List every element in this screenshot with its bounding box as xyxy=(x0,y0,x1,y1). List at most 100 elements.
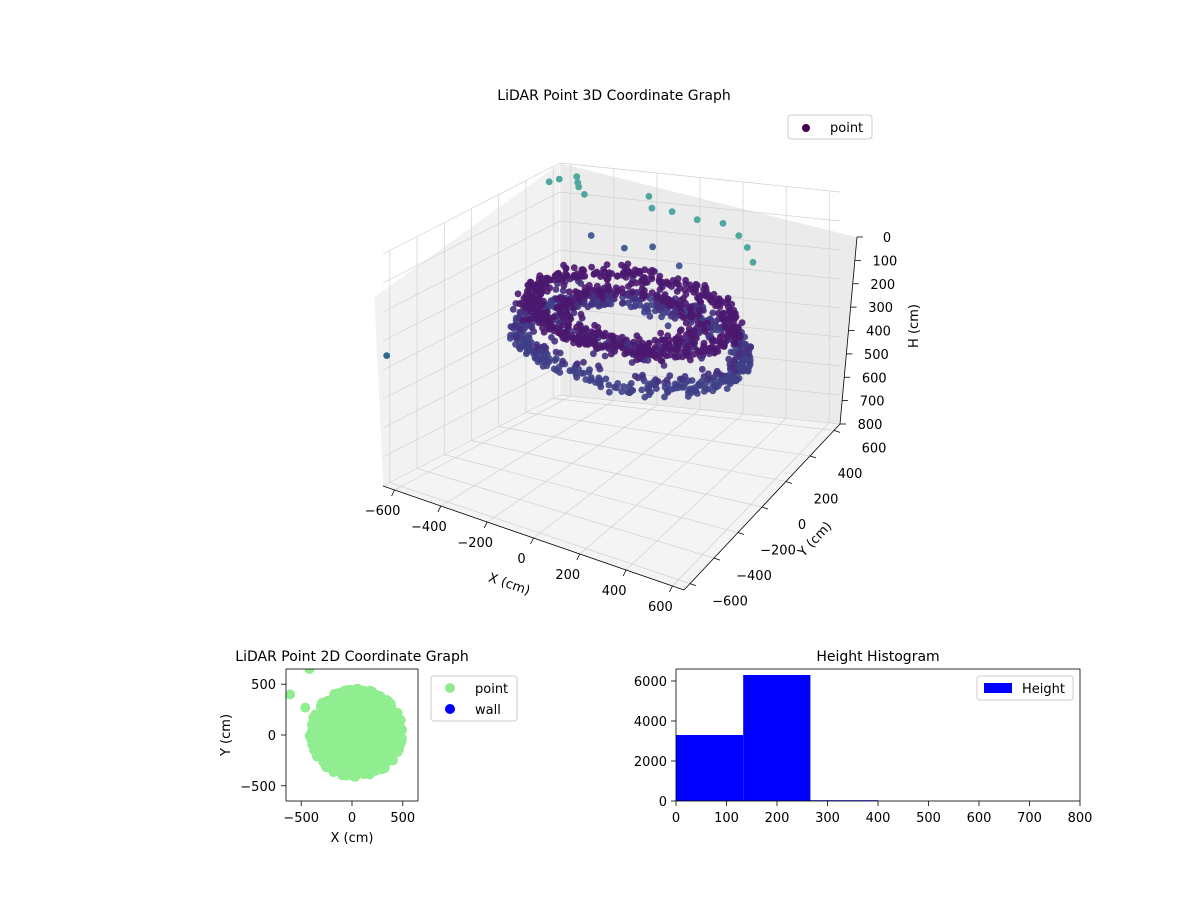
point-3d-outlier xyxy=(574,179,581,186)
point-2d xyxy=(378,738,388,748)
point-3d xyxy=(630,339,637,346)
point-3d xyxy=(608,351,615,358)
y-tick xyxy=(714,558,720,560)
point-3d xyxy=(595,303,602,310)
point-3d xyxy=(707,345,714,352)
point-3d xyxy=(573,371,580,378)
point-3d xyxy=(731,374,738,381)
point-3d xyxy=(621,270,628,277)
point-2d xyxy=(378,762,388,772)
point-3d xyxy=(694,347,701,354)
point-3d xyxy=(552,273,559,280)
point-3d xyxy=(738,349,745,356)
point-3d xyxy=(665,296,672,303)
z-tick-label: 800 xyxy=(858,418,883,433)
point-3d xyxy=(662,384,669,391)
point-2d xyxy=(337,755,347,765)
point-3d xyxy=(580,359,587,366)
point-3d xyxy=(569,305,576,312)
point-3d xyxy=(656,278,663,285)
point-3d xyxy=(647,313,654,320)
point-3d xyxy=(645,385,652,392)
x-tick xyxy=(531,538,534,544)
x-tick-label: −200 xyxy=(457,536,493,551)
chart3d-legend: point xyxy=(788,115,872,139)
point-2d xyxy=(363,687,373,697)
point-3d xyxy=(566,288,573,295)
point-3d-outlier xyxy=(581,191,588,198)
legend-label-point: point xyxy=(475,682,508,697)
point-3d xyxy=(595,331,602,338)
x-tick xyxy=(577,554,580,560)
z-tick-label: 0 xyxy=(883,231,891,246)
point-3d xyxy=(683,320,690,327)
point-3d xyxy=(739,319,746,326)
point-3d xyxy=(712,318,719,325)
y-tick xyxy=(786,481,792,483)
point-3d xyxy=(649,267,656,274)
point-3d xyxy=(691,327,698,334)
point-3d xyxy=(662,342,669,349)
x-tick-label: 400 xyxy=(602,584,627,599)
point-3d xyxy=(697,299,704,306)
point-3d-outlier xyxy=(649,243,656,250)
point-3d xyxy=(711,374,718,381)
point-3d xyxy=(703,285,710,292)
point-3d xyxy=(591,322,598,329)
y-tick-label: −200 xyxy=(760,544,796,559)
hist-x-tick-label: 800 xyxy=(1068,811,1093,826)
point-3d xyxy=(712,383,719,390)
y-tick xyxy=(834,430,840,432)
point-3d xyxy=(515,290,522,297)
point-3d xyxy=(586,366,593,373)
point-3d xyxy=(655,378,662,385)
legend-label-wall: wall xyxy=(475,703,501,718)
point-3d xyxy=(551,338,558,345)
point-3d xyxy=(519,317,526,324)
point-3d-outlier xyxy=(694,216,701,223)
x-tick-label: 600 xyxy=(648,600,673,615)
point-3d xyxy=(595,363,602,370)
point-3d-outlier xyxy=(546,178,553,185)
point-2d xyxy=(334,745,344,755)
point-2d xyxy=(351,725,361,735)
z-tick-label: 300 xyxy=(868,301,893,316)
point-3d xyxy=(730,307,737,314)
point-3d xyxy=(728,301,735,308)
point-3d xyxy=(702,328,709,335)
point-2d xyxy=(361,753,371,763)
point-3d xyxy=(599,294,606,301)
hist-x-tick-label: 0 xyxy=(672,811,680,826)
point-3d xyxy=(682,373,689,380)
hist-x-tick-label: 200 xyxy=(765,811,790,826)
point-3d xyxy=(603,376,610,383)
chart2d-xlabel: X (cm) xyxy=(331,831,374,846)
y-tick-label: 0 xyxy=(798,518,806,533)
point-3d-outlier xyxy=(669,208,676,215)
point-2d xyxy=(351,697,361,707)
point-3d xyxy=(516,300,523,307)
point-3d xyxy=(725,356,732,363)
hist-bar xyxy=(676,735,743,801)
point-3d xyxy=(678,326,685,333)
hist-y-tick-label: 6000 xyxy=(634,675,667,690)
point-3d-outlier xyxy=(588,232,595,239)
point-3d xyxy=(708,297,715,304)
point-3d xyxy=(633,356,640,363)
hist-legend: Height xyxy=(977,676,1073,700)
point-3d xyxy=(559,358,566,365)
point-3d xyxy=(514,334,521,341)
point-2d-outlier xyxy=(285,689,295,699)
point-3d xyxy=(510,306,517,313)
point-3d xyxy=(535,316,542,323)
point-3d xyxy=(544,358,551,365)
point-3d xyxy=(600,333,607,340)
point-3d xyxy=(612,291,619,298)
y-tick xyxy=(738,533,744,535)
point-3d xyxy=(632,296,639,303)
point-3d xyxy=(717,340,724,347)
point-3d xyxy=(711,291,718,298)
chart2d-ylabel: Y (cm) xyxy=(219,714,234,757)
point-2d xyxy=(370,745,380,755)
point-3d xyxy=(618,262,625,269)
